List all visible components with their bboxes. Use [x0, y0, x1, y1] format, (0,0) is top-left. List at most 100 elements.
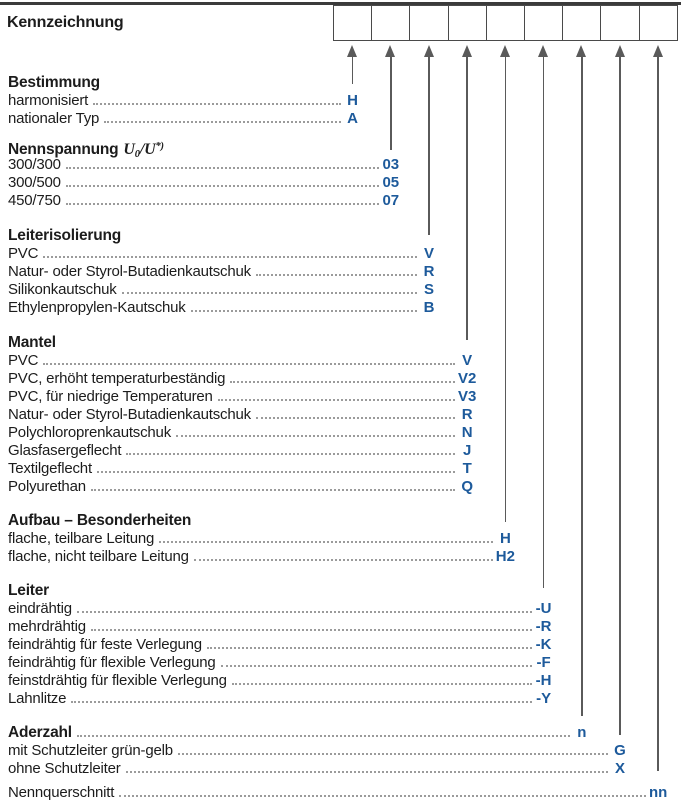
code-row: feindrähtig für flexible Verlegung -F	[8, 654, 551, 672]
code-letter: -U	[535, 600, 552, 617]
row-label: feindrähtig für feste Verlegung	[8, 636, 202, 653]
code-letter: -K	[535, 636, 552, 653]
row-label: Silikonkautschuk	[8, 281, 117, 298]
section-heading: Aufbau – Besonderheiten	[8, 512, 676, 530]
dotted-leader	[126, 453, 456, 455]
code-box	[638, 5, 678, 41]
row-label: nationaler Typ	[8, 110, 100, 127]
section-heading-text: Leiter	[8, 582, 50, 599]
code-row: feinstdrähtig für flexible Verlegung -H	[8, 672, 552, 690]
section: Nennquerschnitt nn	[8, 784, 676, 802]
arrow-up-icon	[652, 45, 663, 57]
row-label: Aderzahl	[8, 724, 72, 741]
page-title: Kennzeichnung	[7, 14, 124, 31]
dotted-leader	[230, 381, 456, 383]
section: Nennspannung U0/U*) 300/300 03 300/500 05 450/…	[8, 138, 676, 210]
section-heading: Leiter	[8, 582, 676, 600]
code-letter: -Y	[536, 690, 552, 707]
code-row: nationaler Typ A	[8, 110, 358, 128]
code-box	[562, 5, 602, 41]
code-row: PVC V	[8, 352, 472, 370]
row-label: Polyurethan	[8, 478, 86, 495]
dotted-leader	[65, 167, 379, 169]
row-label: PVC, erhöht temperaturbeständig	[8, 370, 226, 387]
code-box	[523, 5, 564, 41]
section-heading-row: Aderzahl n	[8, 724, 586, 742]
section-heading-text: Nennspannung	[8, 141, 119, 158]
code-box	[333, 5, 373, 41]
section-heading: Leiterisolierung	[8, 227, 676, 245]
section-heading: Nennspannung U0/U*)	[8, 138, 676, 160]
arrow-up-icon	[576, 45, 587, 57]
dotted-leader	[65, 185, 379, 187]
row-label: Ethylenpropylen-Kautschuk	[8, 299, 186, 316]
dotted-leader	[177, 753, 608, 755]
formula-part: U	[144, 141, 156, 158]
row-label: 300/500	[8, 174, 61, 191]
code-letter: N	[461, 424, 473, 441]
code-letter: V	[423, 245, 435, 262]
row-label: Nennquerschnitt	[8, 784, 115, 801]
dotted-leader	[255, 417, 456, 419]
row-label: eindrähtig	[8, 600, 72, 617]
row-label: feindrähtig für flexible Verlegung	[8, 654, 216, 671]
dotted-leader	[76, 611, 532, 613]
dotted-leader	[176, 435, 456, 437]
section: Aufbau – Besonderheiten flache, teilbare …	[8, 512, 676, 566]
arrow-up-icon	[538, 45, 549, 57]
section-heading: Bestimmung	[8, 74, 676, 92]
code-row: mit Schutzleiter grün-gelb G	[8, 742, 626, 760]
arrow-up-icon	[499, 45, 510, 57]
code-letter: J	[463, 442, 472, 459]
code-letter: 05	[382, 174, 400, 191]
code-row: eindrähtig -U	[8, 600, 552, 618]
row-label: 300/300	[8, 156, 61, 173]
code-row: Natur- oder Styrol-Butadienkautschuk R	[8, 406, 473, 424]
dotted-leader	[121, 292, 417, 294]
code-letter: G	[614, 742, 626, 759]
code-letter: H	[499, 530, 511, 547]
arrow-up-icon	[385, 45, 396, 57]
row-label: PVC, für niedrige Temperaturen	[8, 388, 213, 405]
code-letter: B	[423, 299, 435, 316]
dotted-leader	[93, 103, 341, 105]
code-letter: X	[614, 760, 626, 777]
code-row: 300/300 03	[8, 156, 399, 174]
code-row: feindrähtig für feste Verlegung -K	[8, 636, 552, 654]
row-label: harmonisiert	[8, 92, 89, 109]
section-heading: Mantel	[8, 334, 676, 352]
code-letter: T	[462, 460, 472, 477]
dotted-leader	[43, 256, 417, 258]
code-letter: Q	[461, 478, 474, 495]
dotted-leader	[190, 310, 417, 312]
code-letter: nn	[649, 784, 668, 801]
dotted-leader	[71, 701, 532, 703]
row-label: PVC	[8, 352, 39, 369]
code-row: 450/750 07	[8, 192, 399, 210]
code-letter: -H	[535, 672, 552, 689]
dotted-leader	[119, 795, 647, 797]
code-letter: V	[462, 352, 473, 369]
section-heading-text: Mantel	[8, 334, 56, 351]
dotted-leader	[125, 771, 608, 773]
row-label: mit Schutzleiter grün-gelb	[8, 742, 173, 759]
code-letter: H2	[495, 548, 515, 565]
code-row: Silikonkautschuk S	[8, 281, 434, 299]
code-row: 300/500 05	[8, 174, 399, 192]
dotted-leader	[65, 203, 379, 205]
code-row: PVC V	[8, 245, 434, 263]
code-row: Lahnlitze -Y	[8, 690, 551, 708]
code-letter: A	[347, 110, 359, 127]
code-row: Nennquerschnitt nn	[8, 784, 667, 802]
row-label: mehrdrähtig	[8, 618, 86, 635]
dotted-leader	[76, 735, 570, 737]
formula-part: U	[123, 141, 135, 158]
arrow-up-icon	[461, 45, 472, 57]
row-label: ohne Schutzleiter	[8, 760, 121, 777]
section: Mantel PVC V PVC, erhöht temperaturbeständi…	[8, 334, 676, 496]
code-box	[600, 5, 640, 41]
voltage-formula: U0/U*)	[123, 141, 164, 160]
